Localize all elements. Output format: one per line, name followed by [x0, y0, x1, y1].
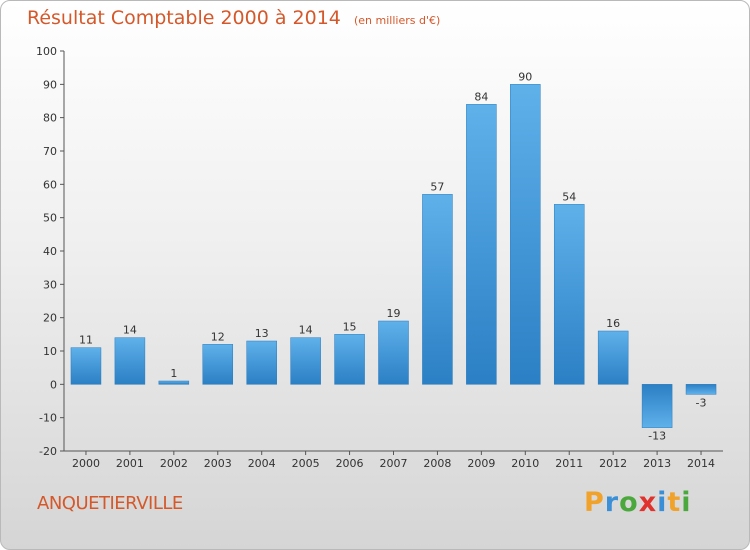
- bar: [334, 334, 365, 385]
- logo-letter: P: [584, 487, 605, 518]
- bar: [246, 340, 277, 385]
- x-tick-label: 2004: [248, 457, 276, 470]
- unit-note: (en milliers d'€): [353, 14, 441, 27]
- data-label: 12: [211, 330, 225, 343]
- x-tick-label: 2006: [336, 457, 364, 470]
- x-tick-label: 2001: [116, 457, 144, 470]
- x-tick-label: 2013: [643, 457, 671, 470]
- bar: [158, 380, 190, 385]
- y-tick-label: 10: [43, 345, 57, 358]
- data-label: 14: [299, 324, 313, 337]
- bar: [597, 330, 629, 385]
- data-label: 15: [343, 320, 357, 333]
- y-tick-label: 70: [43, 145, 57, 158]
- data-label: 16: [606, 317, 620, 330]
- x-tick-label: 2012: [599, 457, 627, 470]
- data-label: 19: [387, 307, 401, 320]
- bar: [114, 337, 146, 385]
- x-tick-label: 2005: [292, 457, 320, 470]
- logo-letter: t: [667, 487, 682, 518]
- bar: [685, 384, 717, 395]
- data-label: -3: [696, 396, 707, 409]
- bar: [510, 84, 541, 385]
- data-label: 90: [518, 70, 532, 83]
- logo-letter: i: [657, 487, 668, 518]
- data-label: 57: [430, 180, 444, 193]
- x-tick-label: 2008: [423, 457, 451, 470]
- logo-letter: o: [619, 487, 639, 518]
- commune-name: ANQUETIERVILLE: [37, 493, 183, 514]
- y-tick-label: 50: [43, 212, 57, 225]
- bar: [553, 204, 585, 385]
- bar: [641, 384, 673, 428]
- data-label: 54: [562, 190, 576, 203]
- y-tick-label: 40: [43, 245, 57, 258]
- chart-title: Résultat Comptable 2000 à 2014 (en milli…: [27, 7, 440, 29]
- y-tick-label: 100: [36, 45, 57, 58]
- bar: [422, 194, 453, 385]
- y-tick-label: -20: [39, 445, 57, 458]
- x-tick-label: 2011: [555, 457, 583, 470]
- y-tick-label: 20: [43, 312, 57, 325]
- x-tick-label: 2010: [511, 457, 539, 470]
- bar: [466, 104, 497, 385]
- y-tick-label: 90: [43, 78, 57, 91]
- bar: [290, 337, 321, 385]
- x-tick-label: 2000: [72, 457, 100, 470]
- data-label: 1: [170, 367, 177, 380]
- y-tick-label: 80: [43, 112, 57, 125]
- data-label: -13: [648, 430, 666, 443]
- y-tick-label: 0: [50, 378, 57, 391]
- logo-letter: x: [638, 487, 658, 518]
- y-tick-label: -10: [39, 412, 57, 425]
- y-tick-label: 60: [43, 178, 57, 191]
- y-tick-label: 30: [43, 278, 57, 291]
- data-label: 14: [123, 324, 137, 337]
- x-tick-label: 2002: [160, 457, 188, 470]
- x-tick-label: 2007: [380, 457, 408, 470]
- bar: [378, 320, 409, 385]
- proxiti-logo: Proxiti: [584, 487, 692, 518]
- data-label: 13: [255, 327, 269, 340]
- x-tick-label: 2009: [467, 457, 495, 470]
- logo-letter: i: [681, 487, 692, 518]
- logo-letter: r: [604, 487, 620, 518]
- x-tick-label: 2014: [687, 457, 715, 470]
- data-label: 84: [474, 90, 488, 103]
- title-text: Résultat Comptable 2000 à 2014: [27, 7, 341, 29]
- bar: [202, 344, 234, 385]
- x-tick-label: 2003: [204, 457, 232, 470]
- data-label: 11: [79, 334, 93, 347]
- bar: [70, 347, 102, 385]
